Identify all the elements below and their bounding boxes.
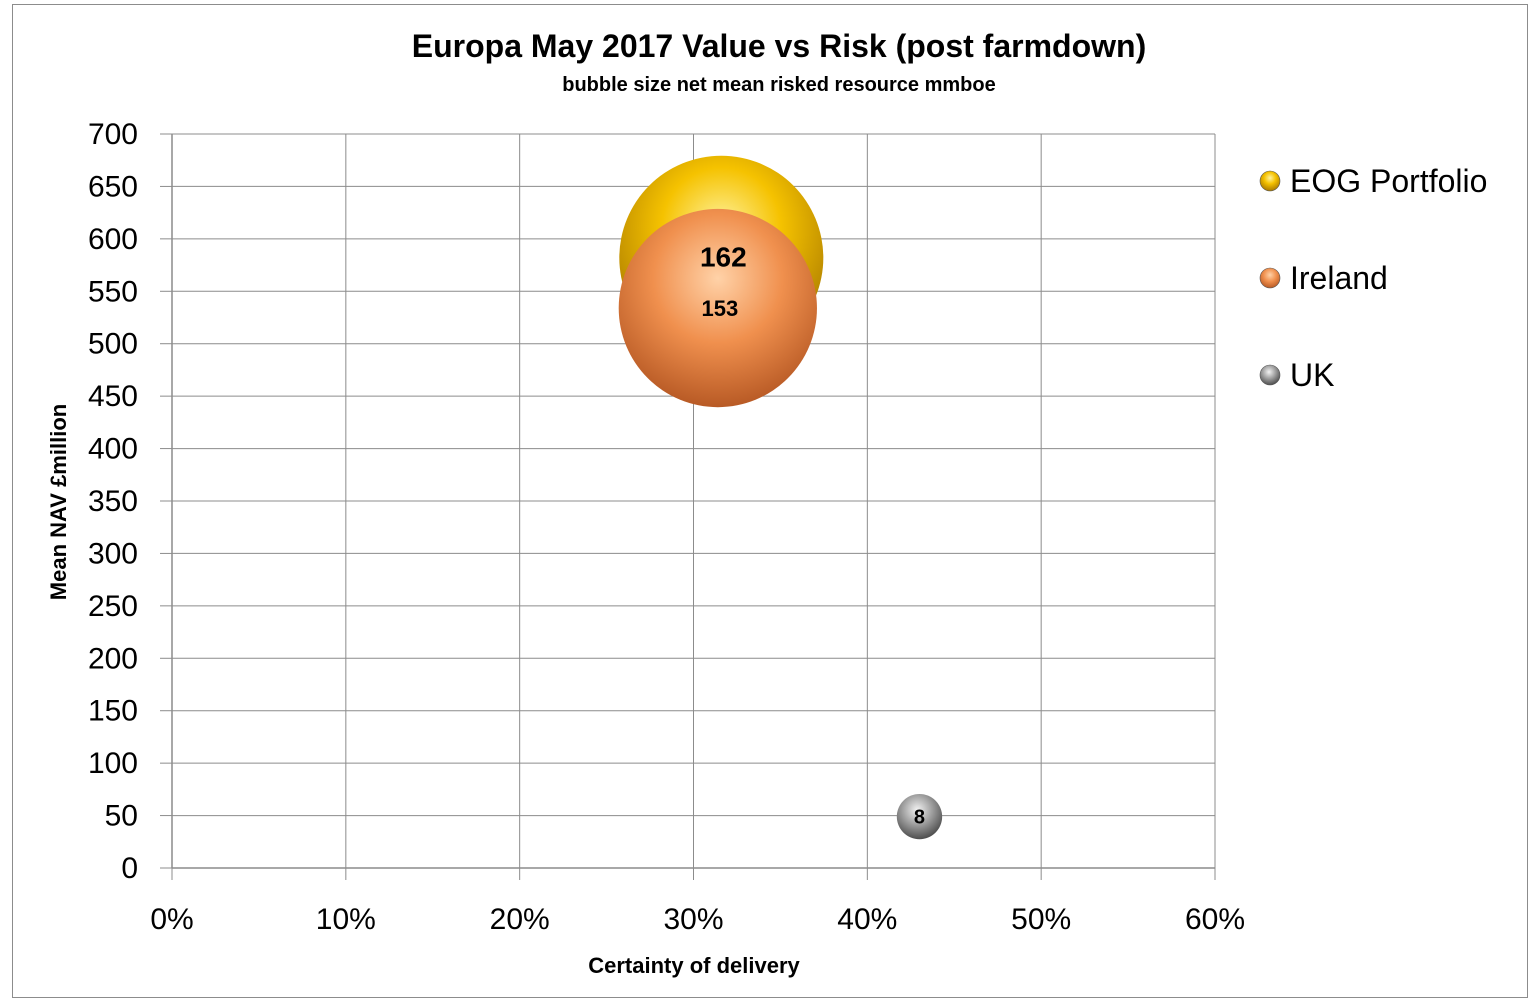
- x-tick-label: 50%: [1011, 903, 1071, 936]
- y-tick-label: 650: [88, 170, 138, 203]
- x-tick-label: 60%: [1185, 903, 1245, 936]
- y-tick-label: 500: [88, 328, 138, 361]
- legend-label: EOG Portfolio: [1290, 163, 1487, 199]
- x-tick-label: 10%: [316, 903, 376, 936]
- y-tick-label: 150: [88, 695, 138, 728]
- bubble-ireland: [618, 208, 817, 408]
- x-tick-labels: 0% 10% 20% 30% 40% 50% 60%: [150, 903, 1245, 936]
- legend-marker: [1259, 364, 1281, 386]
- y-tick-label: 200: [88, 642, 138, 675]
- bubbles: 162 153 8: [618, 155, 943, 840]
- y-tick-label: 50: [105, 800, 138, 833]
- y-tick-label: 300: [88, 537, 138, 570]
- x-tick-label: 0%: [150, 903, 193, 936]
- legend-label: UK: [1290, 357, 1334, 393]
- bubble-uk: [896, 793, 943, 840]
- y-tick-label: 550: [88, 275, 138, 308]
- legend-label: Ireland: [1290, 260, 1388, 296]
- axes: [160, 133, 1216, 880]
- y-tick-label: 450: [88, 380, 138, 413]
- y-tick-label: 700: [88, 118, 138, 151]
- legend: EOG Portfolio Ireland UK: [1259, 163, 1487, 393]
- chart-subtitle: bubble size net mean risked resource mmb…: [562, 74, 995, 96]
- y-tick-label: 100: [88, 747, 138, 780]
- legend-marker: [1259, 170, 1281, 192]
- x-tick-label: 40%: [837, 903, 897, 936]
- x-tick-label: 20%: [490, 903, 550, 936]
- bubble-data-label: 153: [701, 296, 738, 321]
- y-axis-label: Mean NAV £million: [46, 404, 71, 600]
- y-tick-label: 400: [88, 433, 138, 466]
- chart-title: Europa May 2017 Value vs Risk (post farm…: [412, 28, 1146, 64]
- y-tick-label: 250: [88, 590, 138, 623]
- y-tick-labels: 0 50 100 150 200 250 300 350 400 450 500 550 600 650 7…: [88, 118, 138, 885]
- x-tick-label: 30%: [663, 903, 723, 936]
- x-axis-label: Certainty of delivery: [588, 953, 800, 978]
- legend-marker: [1259, 267, 1281, 289]
- y-tick-label: 600: [88, 223, 138, 256]
- bubble-data-label: 8: [914, 807, 925, 829]
- y-tick-label: 350: [88, 485, 138, 518]
- bubble-data-label: 162: [700, 242, 747, 273]
- y-tick-label: 0: [121, 852, 138, 885]
